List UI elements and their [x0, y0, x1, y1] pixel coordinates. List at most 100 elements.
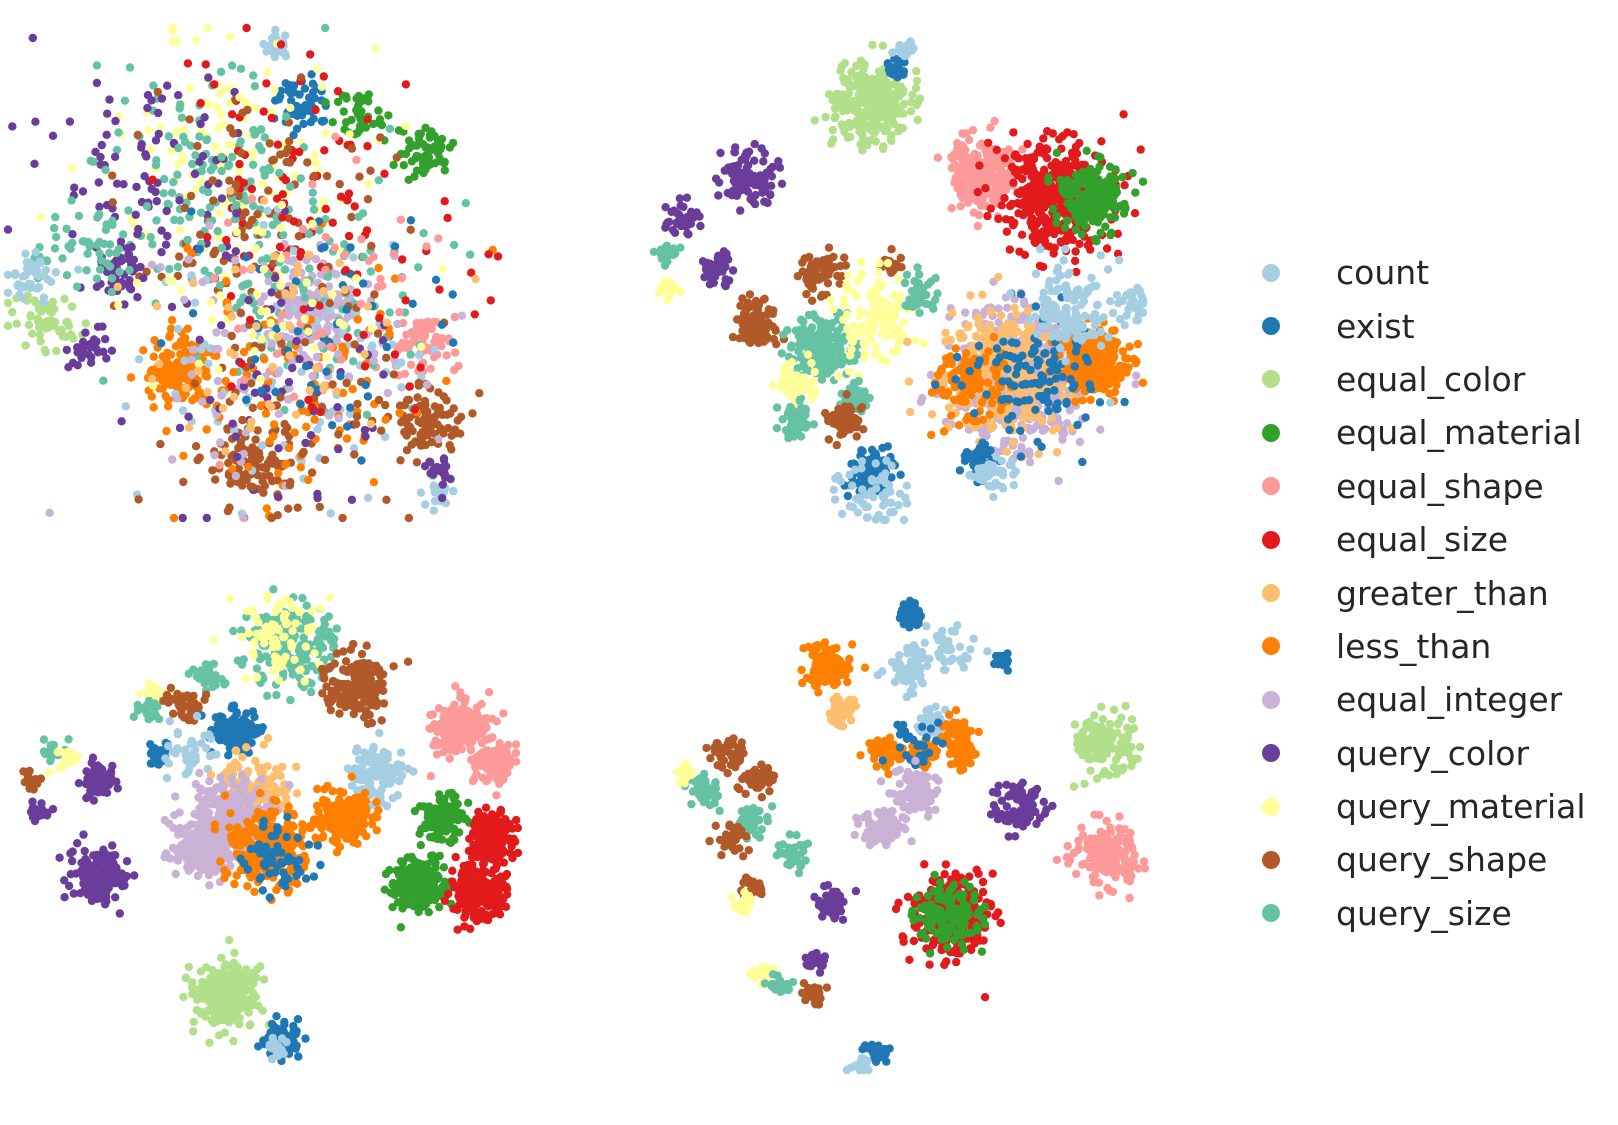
point-query-size	[152, 216, 161, 225]
point-equal-shape	[210, 273, 219, 283]
point-greater-than	[471, 274, 480, 284]
point-query-shape	[764, 318, 773, 327]
point-query-shape	[760, 294, 769, 303]
point-equal-color	[861, 73, 870, 82]
point-equal-size	[1005, 201, 1015, 211]
point-less-than	[296, 463, 305, 472]
point-exist	[346, 403, 355, 412]
point-query-color	[439, 454, 449, 463]
point-count	[187, 271, 196, 280]
point-query-size	[259, 165, 268, 175]
point-equal-shape	[389, 249, 398, 259]
point-greater-than	[113, 282, 123, 291]
point-query-shape	[142, 267, 151, 276]
point-query-size	[149, 81, 158, 90]
point-equal-shape	[378, 281, 387, 290]
point-query-shape	[352, 419, 361, 429]
point-query-shape	[208, 176, 217, 185]
point-count	[36, 258, 45, 268]
point-equal-color	[843, 133, 852, 142]
point-equal-size	[315, 301, 324, 310]
point-query-color	[111, 116, 120, 126]
point-query-color	[95, 202, 104, 211]
point-query-color	[157, 226, 166, 235]
point-equal-size	[1058, 131, 1068, 141]
point-query-shape	[887, 245, 896, 254]
point-query-material	[218, 120, 227, 129]
point-query-material	[312, 64, 322, 74]
point-exist	[156, 339, 166, 348]
point-equal-integer	[156, 263, 165, 272]
point-equal-shape	[975, 141, 985, 150]
point-query-shape	[373, 329, 383, 338]
point-query-size	[286, 182, 295, 191]
point-equal-shape	[956, 173, 965, 182]
point-greater-than	[226, 348, 235, 357]
point-less-than	[269, 432, 278, 441]
point-greater-than	[291, 410, 301, 419]
point-query-size	[74, 211, 84, 221]
point-query-shape	[374, 395, 384, 405]
point-query-material	[277, 200, 286, 210]
point-equal-color	[868, 116, 877, 125]
point-equal-shape	[240, 375, 249, 384]
point-query-shape	[836, 430, 845, 439]
point-equal-shape	[399, 343, 409, 352]
point-equal-color	[28, 329, 37, 338]
point-query-shape	[802, 289, 811, 299]
point-query-size	[217, 152, 226, 162]
point-equal-size	[311, 105, 320, 115]
point-query-size	[406, 350, 415, 359]
point-equal-size	[375, 313, 384, 323]
point-equal-integer	[323, 313, 332, 323]
point-equal-size	[306, 50, 315, 59]
point-equal-shape	[308, 180, 317, 189]
point-query-size	[250, 82, 260, 91]
point-greater-than	[363, 302, 373, 311]
point-count	[3, 288, 13, 297]
point-query-shape	[824, 243, 834, 252]
point-query-color	[728, 189, 738, 199]
point-query-size	[101, 165, 110, 175]
point-query-size	[835, 334, 844, 343]
point-query-shape	[309, 171, 319, 181]
point-less-than	[176, 365, 185, 375]
point-equal-size	[1041, 145, 1050, 155]
point-equal-integer	[264, 276, 273, 286]
panel-top-left	[3, 23, 503, 523]
point-equal-integer	[961, 308, 970, 317]
point-query-shape	[856, 404, 865, 413]
cluster-equal-material	[321, 90, 393, 145]
point-equal-shape	[973, 221, 983, 231]
point-query-shape	[754, 324, 764, 333]
point-query-shape	[185, 115, 194, 124]
point-less-than	[181, 334, 190, 343]
point-query-shape	[325, 299, 334, 308]
point-greater-than	[287, 290, 296, 300]
point-equal-color	[889, 108, 899, 117]
point-equal-size	[227, 110, 237, 119]
point-equal-shape	[356, 299, 366, 308]
cluster-query-shape	[793, 243, 850, 305]
point-query-shape	[285, 137, 294, 146]
point-query-size	[246, 177, 255, 186]
point-query-shape	[224, 458, 233, 468]
point-count	[349, 253, 358, 262]
point-count	[39, 293, 49, 302]
point-equal-size	[1043, 217, 1053, 227]
point-exist	[894, 61, 903, 71]
point-query-material	[251, 244, 261, 253]
point-query-shape	[298, 449, 307, 459]
point-query-color	[114, 256, 123, 265]
point-equal-integer	[393, 319, 402, 329]
point-query-color	[98, 322, 107, 331]
point-count	[326, 509, 335, 518]
point-equal-size	[435, 285, 444, 294]
point-less-than	[162, 426, 171, 436]
point-query-size	[801, 410, 810, 420]
cluster-query-material	[114, 93, 447, 390]
point-equal-color	[875, 122, 885, 131]
point-query-size	[902, 270, 912, 279]
point-query-size	[340, 240, 349, 249]
point-less-than	[306, 315, 316, 324]
